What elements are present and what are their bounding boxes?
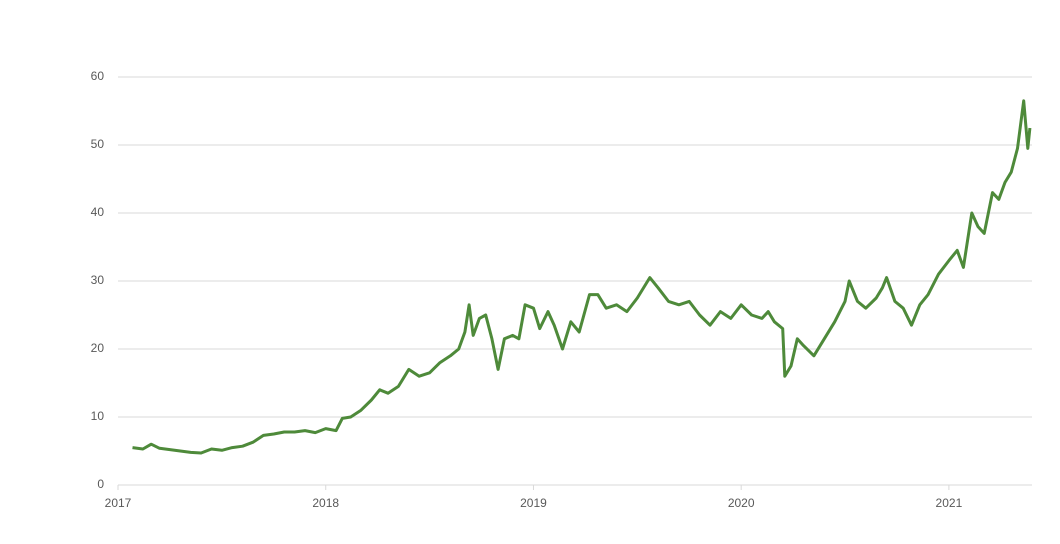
y-tick-label: 60	[91, 69, 105, 83]
y-tick-label: 20	[91, 341, 105, 355]
x-tick-label: 2017	[105, 496, 132, 510]
x-tick-label: 2019	[520, 496, 547, 510]
y-tick-label: 10	[91, 409, 105, 423]
x-tick-label: 2021	[936, 496, 963, 510]
y-tick-label: 40	[91, 205, 105, 219]
x-tick-label: 2018	[312, 496, 339, 510]
y-tick-label: 50	[91, 137, 105, 151]
y-tick-label: 30	[91, 273, 105, 287]
x-tick-label: 2020	[728, 496, 755, 510]
line-series	[132, 99, 1032, 455]
y-tick-label: 0	[97, 477, 104, 491]
